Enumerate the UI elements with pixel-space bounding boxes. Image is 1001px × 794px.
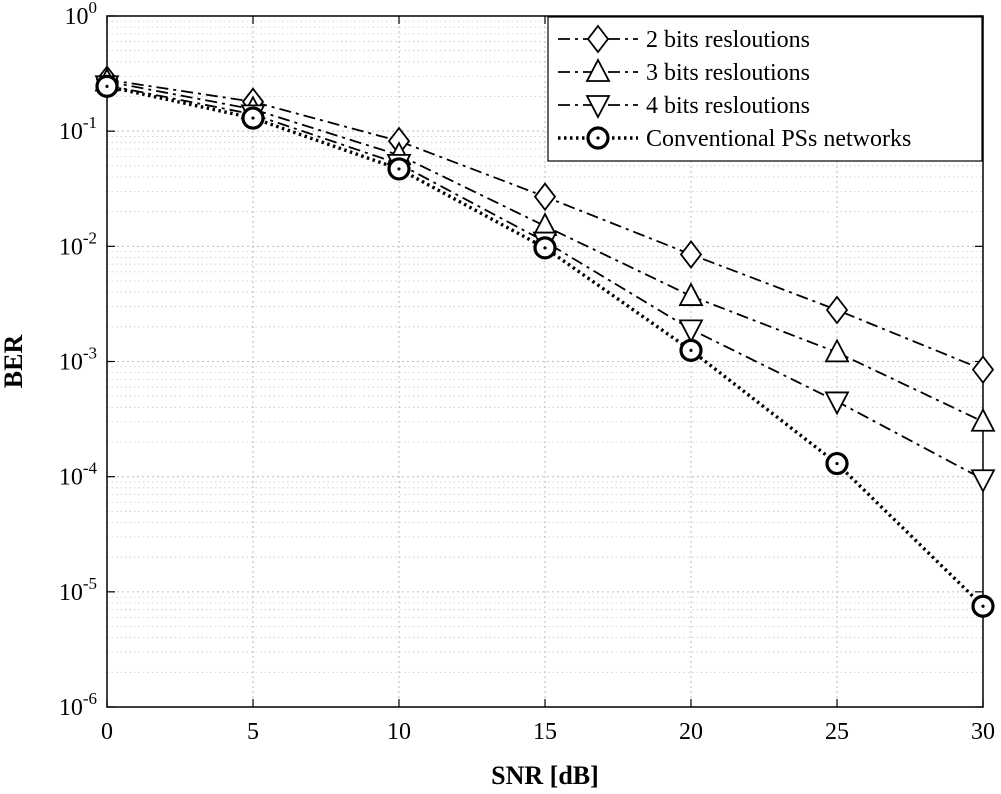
- y-tick-label: 10-5: [59, 574, 97, 606]
- legend-item: 4 bits resloutions: [558, 93, 810, 119]
- y-tick-label: 100: [65, 0, 98, 30]
- x-tick-label: 0: [101, 719, 113, 745]
- legend-item: 3 bits resloutions: [558, 58, 810, 86]
- legend-marker: [585, 58, 611, 82]
- y-tick-label: 10-2: [59, 228, 97, 260]
- legend: 2 bits resloutions 3 bits resloutions 4 bi…: [547, 16, 983, 162]
- data-point: [679, 239, 703, 269]
- y-tick-label: 10-6: [59, 689, 97, 721]
- data-point: [970, 469, 996, 494]
- x-tick-label: 5: [247, 719, 259, 745]
- data-point: [825, 451, 849, 476]
- legend-label: 3 bits resloutions: [646, 60, 810, 86]
- legend-marker: [585, 95, 611, 119]
- x-tick-label: 30: [971, 719, 995, 745]
- data-point: [970, 407, 996, 432]
- data-point: [679, 338, 703, 362]
- y-tick-label: 10-3: [59, 344, 97, 376]
- legend-item: 2 bits resloutions: [558, 24, 810, 54]
- legend-item: Conventional PSs networks: [558, 126, 911, 152]
- y-tick-label: 10-4: [59, 459, 98, 491]
- series-1: [95, 65, 995, 385]
- x-tick-label: 25: [825, 719, 849, 745]
- data-point: [824, 391, 850, 416]
- legend-label: 4 bits resloutions: [646, 93, 810, 119]
- series-layer: [94, 65, 996, 618]
- x-axis-ticks: 0 5 10 15 20 25 30: [101, 16, 995, 745]
- legend-label: Conventional PSs networks: [646, 126, 911, 152]
- data-point: [971, 594, 995, 618]
- x-tick-label: 20: [679, 719, 703, 745]
- data-point: [678, 282, 704, 306]
- legend-marker: [586, 126, 610, 150]
- legend-marker: [586, 24, 610, 54]
- x-axis-title: SNR [dB]: [491, 761, 599, 790]
- data-point: [95, 74, 119, 98]
- legend-label: 2 bits resloutions: [646, 27, 810, 53]
- data-point: [533, 236, 557, 260]
- y-tick-label: 10-1: [59, 113, 97, 145]
- x-tick-label: 15: [533, 719, 557, 745]
- series-4: [95, 74, 995, 618]
- x-tick-label: 10: [387, 719, 411, 745]
- data-point: [824, 338, 850, 363]
- data-point: [387, 157, 411, 181]
- data-point: [533, 182, 557, 212]
- data-point: [678, 319, 704, 344]
- data-point: [825, 295, 849, 325]
- y-axis-title: BER: [0, 335, 28, 389]
- y-axis-ticks: 100 10-1 10-2 10-3 10-4 10-5 10-6: [59, 0, 983, 721]
- data-point: [971, 355, 995, 385]
- data-point: [241, 106, 265, 130]
